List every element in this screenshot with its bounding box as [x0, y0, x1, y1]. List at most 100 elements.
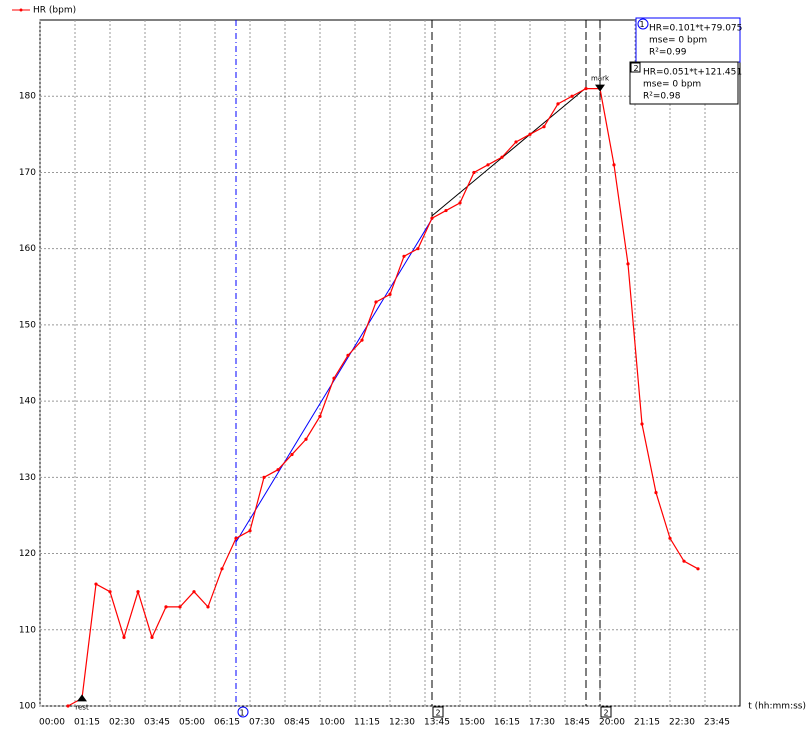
data-point	[640, 422, 644, 426]
y-tick-label: 180	[19, 92, 36, 102]
x-tick-label: 07:30	[249, 718, 275, 728]
fit-text: HR=0.051*t+121.451	[643, 68, 742, 78]
x-tick-label: 15:00	[459, 718, 485, 728]
annotation-marker	[77, 694, 87, 702]
fit-tag-box	[630, 62, 641, 73]
data-point	[192, 590, 196, 594]
x-tick-label: 08:45	[284, 718, 310, 728]
x-tick-label: 06:15	[214, 718, 240, 728]
data-point	[164, 605, 168, 609]
data-point	[178, 605, 182, 609]
x-tick-label: 01:15	[74, 718, 100, 728]
data-point	[108, 590, 112, 594]
marker-tag: 2	[603, 709, 608, 718]
y-tick-label: 110	[19, 625, 36, 635]
marker-tag-box	[432, 706, 444, 718]
data-point	[318, 414, 322, 418]
data-point	[472, 170, 476, 175]
fit-text: R²=0.99	[649, 48, 687, 58]
marker-tag-box	[237, 706, 249, 718]
marker-tag: 2	[435, 709, 440, 718]
data-point	[360, 338, 364, 342]
data-point	[626, 262, 630, 266]
x-tick-label: 10:00	[319, 718, 345, 728]
data-point	[290, 452, 294, 457]
data-point	[542, 125, 546, 129]
data-point	[430, 216, 434, 220]
annotation-label: mark	[591, 75, 610, 83]
annotation-marker	[595, 84, 605, 92]
data-point	[122, 635, 126, 640]
data-point	[654, 490, 658, 495]
x-tick-label: 17:30	[529, 718, 555, 728]
data-point	[220, 567, 224, 571]
x-tick-label: 23:45	[704, 718, 730, 728]
series-line	[67, 87, 699, 707]
data-point	[570, 94, 574, 98]
x-tick-label: 02:30	[109, 718, 135, 728]
x-tick-label: 13:45	[424, 718, 450, 728]
data-point	[304, 437, 308, 441]
data-point	[248, 529, 252, 533]
data-point	[514, 140, 518, 144]
data-point	[374, 300, 378, 304]
x-tick-label: 21:15	[634, 718, 660, 728]
x-tick-label: 12:30	[389, 718, 415, 728]
data-point	[416, 247, 420, 251]
y-tick-label: 120	[19, 549, 36, 559]
y-tick-label: 130	[19, 473, 36, 483]
data-point	[332, 376, 336, 380]
legend-label: HR (bpm)	[33, 6, 76, 16]
x-tick-label: 03:45	[144, 718, 170, 728]
y-tick-label: 160	[19, 244, 36, 254]
x-tick-label: 16:15	[494, 718, 520, 728]
data-point	[668, 536, 672, 540]
marker-tag: 1	[239, 709, 244, 718]
y-tick-label: 140	[19, 397, 36, 407]
fit-tag: 2	[633, 64, 638, 73]
fit-line	[431, 87, 587, 217]
data-point	[444, 208, 448, 213]
marker-tag-box	[600, 706, 612, 718]
y-tick-label: 170	[19, 168, 36, 178]
x-tick-label: 18:45	[564, 718, 590, 728]
fit-text: HR=0.101*t+79.075	[649, 24, 742, 34]
x-tick-label: 00:00	[39, 718, 65, 728]
data-point	[234, 536, 238, 540]
plot-frame	[39, 19, 741, 707]
x-tick-label: 11:15	[354, 718, 380, 728]
legend-marker	[19, 8, 23, 12]
fit-text: mse= 0 bpm	[643, 80, 701, 90]
data-point	[66, 704, 70, 708]
x-axis-label: t (hh:mm:ss)	[748, 702, 806, 712]
data-point	[402, 254, 406, 258]
data-point	[150, 635, 154, 640]
fit-tag-box	[637, 18, 649, 30]
data-point	[388, 292, 392, 296]
data-point	[486, 163, 490, 167]
fit-line	[235, 218, 433, 543]
data-point	[458, 201, 462, 205]
x-tick-label: 20:00	[599, 718, 625, 728]
fit-box	[629, 61, 739, 105]
y-tick-label: 100	[19, 702, 36, 712]
data-point	[528, 132, 532, 136]
data-point	[584, 87, 588, 91]
data-point	[696, 567, 700, 571]
data-point	[94, 582, 98, 586]
fit-text: mse= 0 bpm	[649, 36, 707, 46]
data-point	[682, 559, 686, 563]
data-point	[612, 163, 616, 167]
data-point	[206, 605, 210, 609]
data-point	[276, 468, 280, 472]
fit-box	[635, 17, 741, 63]
x-tick-label: 22:30	[669, 718, 695, 728]
data-point	[500, 155, 504, 159]
x-tick-label: 05:00	[179, 718, 205, 728]
fit-tag: 1	[639, 20, 644, 29]
fit-text: R²=0.98	[643, 92, 681, 102]
data-point	[136, 590, 140, 594]
data-point	[346, 353, 350, 357]
annotation-label: rest	[75, 703, 89, 711]
